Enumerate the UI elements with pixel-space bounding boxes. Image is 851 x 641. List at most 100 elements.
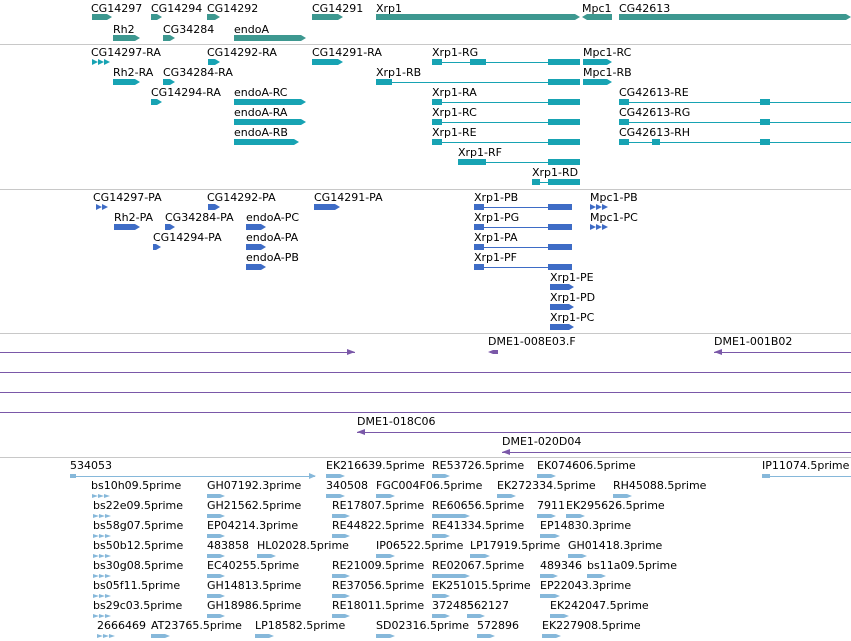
intron-line — [432, 142, 580, 143]
exon-block — [548, 99, 580, 105]
feature-label: Rh2-PA — [114, 211, 154, 224]
feature-label: EK272334.5prime — [497, 479, 596, 492]
feature-block — [207, 494, 225, 498]
feature-label: CG14294-PA — [153, 231, 222, 244]
feature-block — [376, 554, 395, 558]
feature-label: CG34284-RA — [163, 66, 233, 79]
feature-label: Xrp1-PG — [474, 211, 520, 224]
feature-label: EK074606.5prime — [537, 459, 636, 472]
feature-block — [207, 614, 225, 618]
feature-label: EP14830.3prime — [540, 519, 632, 532]
intron-line — [432, 122, 580, 123]
chevron-right-icon — [93, 574, 99, 578]
strand-arrow-icon — [714, 349, 722, 355]
feature-label: CG42613-RE — [619, 86, 689, 99]
feature-label: EK242047.5prime — [550, 599, 649, 612]
feature-label: DME1-018C06 — [357, 415, 436, 428]
feature-label: 534053 — [70, 459, 112, 472]
feature-line — [0, 392, 851, 393]
chevron-right-icon — [98, 494, 104, 498]
feature-block — [207, 534, 225, 538]
feature-label: CG14291-RA — [312, 46, 382, 59]
chevron-right-icon — [590, 224, 596, 230]
chevron-right-icon — [98, 59, 104, 65]
feature-label: bs22e09.5prime — [93, 499, 184, 512]
feature-label: bs58g07.5prime — [93, 519, 184, 532]
feature-label: IP11074.5prime — [762, 459, 850, 472]
feature-block — [165, 224, 175, 230]
exon-block — [619, 119, 629, 125]
feature-block — [151, 99, 162, 105]
strand-arrow-icon — [309, 473, 316, 479]
feature-block — [432, 594, 450, 598]
feature-block — [208, 59, 220, 65]
feature-block — [432, 574, 470, 578]
feature-block — [432, 514, 470, 518]
feature-label: CG14291-PA — [314, 191, 383, 204]
feature-label: RE21009.5prime — [332, 559, 425, 572]
feature-block — [314, 204, 340, 210]
exon-block — [619, 99, 629, 105]
chevron-right-icon — [103, 634, 109, 638]
feature-block — [432, 614, 450, 618]
feature-block — [540, 534, 560, 538]
feature-label: LP18582.5prime — [255, 619, 346, 632]
exon-block — [470, 59, 486, 65]
feature-label: CG14297-RA — [91, 46, 161, 59]
feature-block — [234, 35, 306, 41]
chevron-right-icon — [99, 534, 105, 538]
feature-label: GH01418.3prime — [568, 539, 663, 552]
feature-label: DME1-020D04 — [502, 435, 582, 448]
feature-label: 489346 — [540, 559, 582, 572]
exon-block — [548, 139, 580, 145]
feature-label: Xrp1-PE — [550, 271, 594, 284]
feature-block — [376, 494, 395, 498]
feature-block — [246, 244, 266, 250]
chevron-right-icon — [93, 534, 99, 538]
chevron-right-icon — [105, 554, 111, 558]
feature-label: EK227908.5prime — [542, 619, 641, 632]
feature-block — [550, 304, 574, 310]
chevron-right-icon — [590, 204, 596, 210]
intron-line — [432, 62, 580, 63]
track-separator — [0, 44, 851, 45]
feature-label: RE44822.5prime — [332, 519, 425, 532]
feature-label: GH14813.5prime — [207, 579, 302, 592]
chevron-right-icon — [93, 614, 99, 618]
feature-label: CG14297 — [91, 2, 143, 15]
feature-label: bs05f11.5prime — [93, 579, 181, 592]
feature-label: SD02316.5prime — [376, 619, 469, 632]
feature-block — [113, 79, 140, 85]
feature-block — [537, 514, 556, 518]
intron-line — [474, 227, 572, 228]
chevron-right-icon — [99, 574, 105, 578]
intron-line — [762, 476, 851, 477]
chevron-right-icon — [104, 59, 110, 65]
feature-block — [376, 634, 395, 638]
intron-line — [70, 476, 315, 477]
feature-label: DME1-008E03.F — [488, 335, 576, 348]
feature-label: 372485 — [432, 599, 474, 612]
feature-block — [207, 514, 225, 518]
exon-block — [760, 119, 770, 125]
feature-label: CG14291 — [312, 2, 364, 15]
chevron-right-icon — [102, 204, 108, 210]
chevron-right-icon — [99, 554, 105, 558]
feature-label: bs50b12.5prime — [93, 539, 184, 552]
feature-block — [234, 139, 299, 145]
feature-label: Xrp1-RA — [432, 86, 477, 99]
chevron-right-icon — [105, 514, 111, 518]
exon-block — [548, 244, 572, 250]
feature-block — [550, 614, 569, 618]
feature-block — [550, 284, 574, 290]
feature-label: Rh2 — [113, 23, 135, 36]
feature-line — [0, 372, 851, 373]
feature-block — [467, 614, 485, 618]
feature-label: endoA-PA — [246, 231, 299, 244]
exon-block — [762, 474, 770, 478]
feature-label: AT23765.5prime — [151, 619, 242, 632]
intron-line — [619, 142, 851, 143]
feature-label: endoA — [234, 23, 269, 36]
feature-block — [151, 14, 162, 20]
